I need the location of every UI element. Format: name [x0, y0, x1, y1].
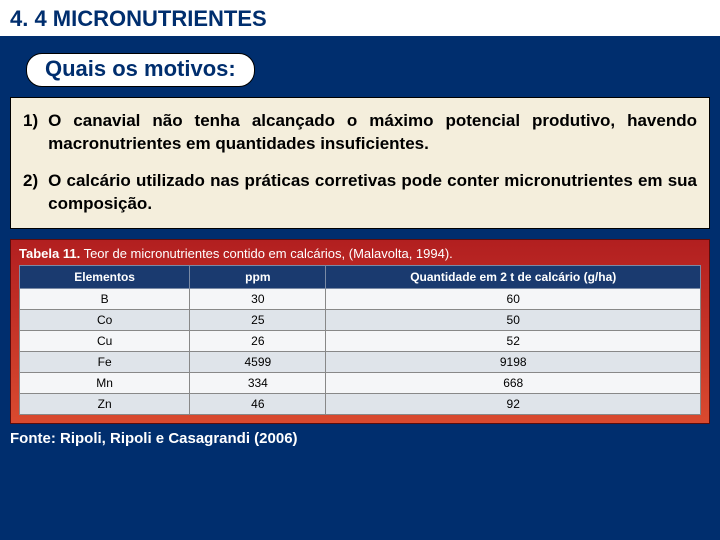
table-cell: 60: [326, 288, 701, 309]
table-cell: 25: [190, 309, 326, 330]
table-row: Mn 334 668: [20, 372, 701, 393]
table-cell: Cu: [20, 330, 190, 351]
table-header-cell: Elementos: [20, 265, 190, 288]
table-cell: 46: [190, 393, 326, 414]
table-cell: B: [20, 288, 190, 309]
micronutrients-table: Elementos ppm Quantidade em 2 t de calcá…: [19, 265, 701, 415]
reason-item: 1) O canavial não tenha alcançado o máxi…: [23, 110, 697, 156]
table-cell: Fe: [20, 351, 190, 372]
reason-item: 2) O calcário utilizado nas práticas cor…: [23, 170, 697, 216]
table-cell: 92: [326, 393, 701, 414]
table-cell: Zn: [20, 393, 190, 414]
table-header-cell: Quantidade em 2 t de calcário (g/ha): [326, 265, 701, 288]
table-row: Fe 4599 9198: [20, 351, 701, 372]
table-cell: 26: [190, 330, 326, 351]
table-cell: Co: [20, 309, 190, 330]
table-cell: 52: [326, 330, 701, 351]
table-caption-rest: Teor de micronutrientes contido em calcá…: [80, 246, 453, 261]
table-cell: 50: [326, 309, 701, 330]
table-cell: 30: [190, 288, 326, 309]
subtitle-pill: Quais os motivos:: [26, 53, 255, 87]
table-caption: Tabela 11. Teor de micronutrientes conti…: [19, 246, 701, 261]
table-row: B 30 60: [20, 288, 701, 309]
reasons-box: 1) O canavial não tenha alcançado o máxi…: [10, 97, 710, 229]
table-cell: 4599: [190, 351, 326, 372]
table-header-row: Elementos ppm Quantidade em 2 t de calcá…: [20, 265, 701, 288]
source-citation: Fonte: Ripoli, Ripoli e Casagrandi (2006…: [10, 430, 720, 447]
table-body: B 30 60 Co 25 50 Cu 26 52 Fe 4599 91: [20, 288, 701, 414]
table-cell: 9198: [326, 351, 701, 372]
reason-number: 1): [23, 110, 38, 156]
section-title: 4. 4 MICRONUTRIENTES: [0, 0, 720, 39]
table-cell: 668: [326, 372, 701, 393]
table-cell: 334: [190, 372, 326, 393]
table-cell: Mn: [20, 372, 190, 393]
table-header-cell: ppm: [190, 265, 326, 288]
table-row: Cu 26 52: [20, 330, 701, 351]
reason-text: O canavial não tenha alcançado o máximo …: [48, 110, 697, 156]
reason-number: 2): [23, 170, 38, 216]
table-caption-bold: Tabela 11.: [19, 246, 80, 261]
table-row: Zn 46 92: [20, 393, 701, 414]
reason-text: O calcário utilizado nas práticas corret…: [48, 170, 697, 216]
table-row: Co 25 50: [20, 309, 701, 330]
slide: 4. 4 MICRONUTRIENTES Quais os motivos: 1…: [0, 0, 720, 540]
table-container: Tabela 11. Teor de micronutrientes conti…: [10, 239, 710, 424]
